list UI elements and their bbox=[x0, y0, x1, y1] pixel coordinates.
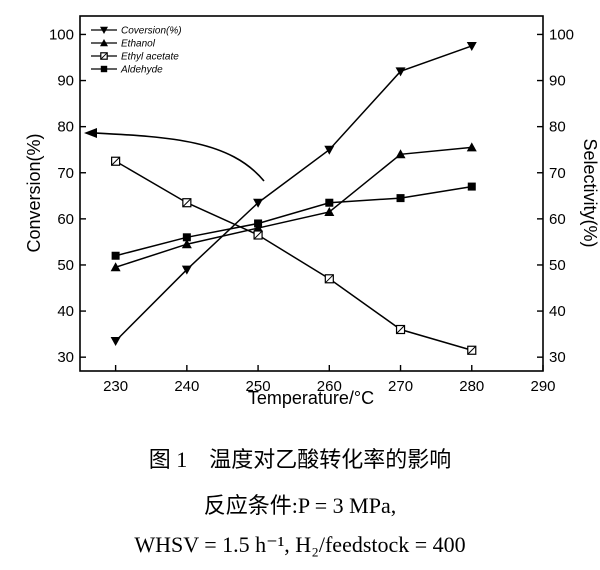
data-point-ethyl-acetate bbox=[253, 230, 263, 240]
data-point-ethanol bbox=[181, 239, 192, 249]
annotation-arrow bbox=[94, 132, 265, 182]
x-tick-label: 250 bbox=[246, 378, 271, 395]
data-point-ethanol bbox=[253, 223, 264, 233]
legend-label-aldehyde: Aldehyde bbox=[120, 65, 163, 76]
y-left-tick-label: 50 bbox=[57, 257, 74, 274]
y-right-tick-label: 80 bbox=[549, 119, 566, 136]
x-tick-label: 230 bbox=[103, 378, 128, 395]
y-left-tick-label: 60 bbox=[57, 211, 74, 228]
y-right-tick-label: 70 bbox=[549, 165, 566, 182]
series-line-aldehyde bbox=[115, 185, 472, 257]
data-point-coversion bbox=[181, 265, 192, 275]
legend-marker-aldehyde bbox=[100, 65, 108, 73]
data-point-ethyl-acetate bbox=[182, 198, 192, 208]
data-point-ethanol bbox=[395, 149, 406, 159]
data-point-ethyl-acetate bbox=[395, 324, 406, 335]
data-point-coversion bbox=[466, 41, 477, 51]
series-line-ethyl-acetate bbox=[115, 160, 472, 351]
legend: Coversion(%) Ethanol Ethyl acetate Aldehyde bbox=[91, 26, 182, 76]
data-point-aldehyde bbox=[325, 198, 334, 207]
data-point-ethyl-acetate bbox=[467, 345, 477, 355]
legend-label-coversion: Coversion(%) bbox=[121, 26, 182, 37]
series-line-ethanol bbox=[115, 146, 472, 268]
y-axis-left-title: Conversion(%) bbox=[24, 133, 44, 252]
plot-frame bbox=[79, 15, 544, 372]
y-right-tick-label: 60 bbox=[549, 211, 566, 228]
y-right-tick-label: 100 bbox=[549, 26, 574, 43]
x-tick-label: 270 bbox=[388, 378, 413, 395]
data-point-aldehyde bbox=[254, 219, 263, 228]
data-point-ethanol bbox=[110, 262, 121, 272]
x-axis: 230 240 250 260 270 280 290 bbox=[103, 365, 556, 395]
legend-label-ethyl-acetate: Ethyl acetate bbox=[121, 52, 179, 63]
y-left-tick-label: 100 bbox=[49, 26, 74, 43]
y-left-tick-label: 90 bbox=[57, 73, 74, 90]
data-point-coversion bbox=[253, 198, 264, 208]
x-axis-title: Temperature/°C bbox=[248, 388, 374, 408]
y-axis-right-title: Selectivity(%) bbox=[580, 138, 600, 247]
legend-marker-ethyl-acetate bbox=[100, 52, 108, 60]
data-point-aldehyde bbox=[467, 182, 476, 191]
x-tick-label: 280 bbox=[459, 378, 484, 395]
y-left-tick-label: 70 bbox=[57, 165, 74, 182]
data-point-aldehyde bbox=[396, 194, 405, 203]
y-right-tick-label: 90 bbox=[549, 73, 566, 90]
data-point-coversion bbox=[110, 337, 121, 347]
series-line-coversion bbox=[115, 45, 473, 342]
x-tick-label: 290 bbox=[530, 378, 555, 395]
y-right-tick-label: 30 bbox=[549, 349, 566, 366]
annotation-arrowhead bbox=[84, 128, 97, 138]
legend-marker-coversion bbox=[100, 26, 108, 34]
legend-marker-ethanol bbox=[100, 39, 108, 47]
data-point-ethanol bbox=[324, 206, 335, 216]
x-tick-label: 260 bbox=[317, 378, 342, 395]
y-left-tick-label: 80 bbox=[57, 119, 74, 136]
data-point-aldehyde bbox=[182, 233, 191, 242]
figure-caption-parameters: WHSV = 1.5 h⁻¹, H₂/feedstock = 400 bbox=[134, 532, 466, 557]
data-point-aldehyde bbox=[111, 251, 120, 260]
data-point-ethyl-acetate bbox=[324, 274, 334, 284]
legend-label-ethanol: Ethanol bbox=[121, 39, 156, 50]
y-left-tick-label: 40 bbox=[57, 303, 74, 320]
y-right-tick-label: 50 bbox=[549, 257, 566, 274]
data-point-ethyl-acetate bbox=[111, 156, 121, 166]
data-point-ethanol bbox=[466, 142, 477, 152]
figure-caption-conditions: 反应条件:P = 3 MPa, bbox=[203, 493, 397, 518]
x-tick-label: 240 bbox=[174, 378, 199, 395]
y-right-tick-label: 40 bbox=[549, 303, 566, 320]
series-layer bbox=[110, 41, 477, 355]
y-axis-right: 30 40 50 60 70 80 90 100 bbox=[537, 26, 574, 366]
y-axis-left: 30 40 50 60 70 80 90 100 bbox=[49, 26, 86, 366]
figure-caption-title: 图 1 温度对乙酸转化率的影响 bbox=[148, 447, 452, 472]
data-point-coversion bbox=[324, 145, 335, 155]
data-point-coversion bbox=[395, 67, 406, 77]
y-left-tick-label: 30 bbox=[57, 349, 74, 366]
line-chart: 230 240 250 260 270 280 290 30405060708090100 … bbox=[24, 15, 600, 408]
